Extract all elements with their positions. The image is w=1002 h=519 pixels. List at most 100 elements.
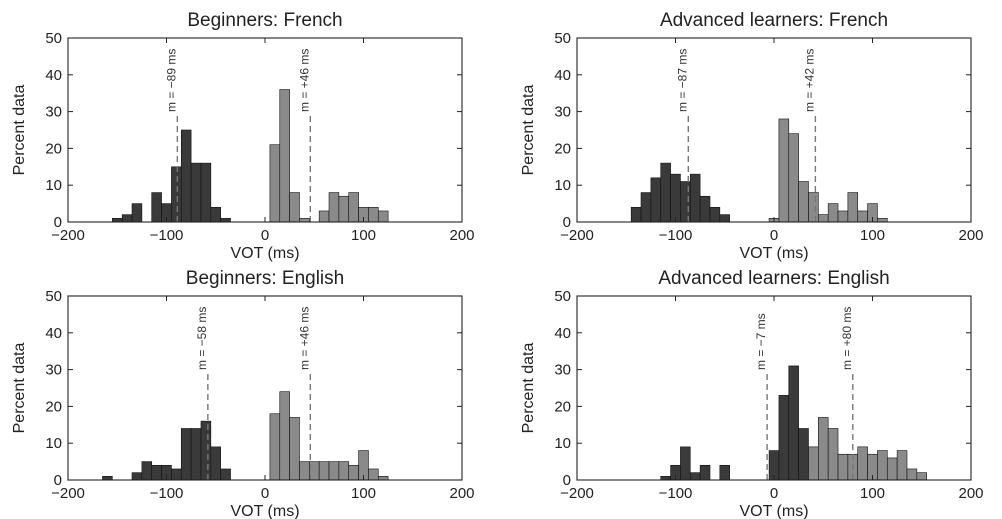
histogram-bar <box>210 446 221 481</box>
chart-panel-2: m = −87 ms m = +42 ms −200 −100 0 100 200 0 10 20… <box>520 10 984 262</box>
histogram-bar <box>377 476 389 481</box>
histogram-bar <box>896 450 908 481</box>
y-tick-label: 30 <box>554 362 571 379</box>
histogram-bar <box>906 468 918 481</box>
histogram-bar <box>338 461 350 481</box>
histogram-bar <box>847 192 859 223</box>
mean-label: m = −7 ms <box>754 313 768 370</box>
plot-frame <box>67 37 463 223</box>
histogram-bar <box>131 472 143 481</box>
plot-frame <box>576 37 972 223</box>
mean-label: m = +46 ms <box>297 307 311 370</box>
histogram-bar <box>299 218 310 223</box>
x-tick-label: −200 <box>51 227 85 244</box>
x-tick-label: 0 <box>261 485 269 502</box>
mean-label: m = +80 ms <box>840 307 854 370</box>
histogram-bar <box>808 446 819 481</box>
histogram-bar <box>709 206 721 223</box>
x-tick-label: 100 <box>351 227 376 244</box>
histogram-bar <box>112 218 123 223</box>
y-tick-label: 0 <box>54 214 62 231</box>
histogram-bar <box>171 166 182 223</box>
y-axis-label: Percent data <box>520 85 537 176</box>
histogram-bar <box>689 173 701 223</box>
histogram-bar <box>318 461 330 481</box>
histogram-bar <box>827 428 839 481</box>
histogram-bar <box>151 464 162 481</box>
y-tick-label: 40 <box>554 67 571 84</box>
chart-panel-1: m = −89 ms m = +46 ms −200 −100 0 100 200 0 10 20… <box>11 10 475 262</box>
y-tick-label: 40 <box>45 325 62 342</box>
x-tick-label: −100 <box>659 485 693 502</box>
histogram-bar <box>121 214 133 223</box>
y-tick-label: 0 <box>54 472 62 489</box>
histogram-bar <box>886 457 898 481</box>
x-tick-label: −100 <box>150 485 184 502</box>
histogram-bar <box>377 210 389 223</box>
y-tick-label: 50 <box>554 30 571 47</box>
histogram-bar <box>877 450 888 481</box>
mean-label: m = −58 ms <box>195 307 209 370</box>
y-tick-label: 10 <box>554 435 571 452</box>
histogram-bar <box>680 446 691 481</box>
mean-label: m = −87 ms <box>675 49 689 112</box>
histogram-bar <box>171 468 182 481</box>
histogram-bar <box>640 192 652 223</box>
x-tick-label: −100 <box>659 227 693 244</box>
x-tick-label: 200 <box>449 485 474 502</box>
histogram-bar <box>279 391 290 481</box>
histogram-bar <box>788 365 799 481</box>
x-tick-label: 0 <box>770 227 778 244</box>
histogram-bar <box>837 210 849 223</box>
histogram-bar <box>719 214 730 223</box>
histogram-bar <box>368 206 379 223</box>
x-axis-label: VOT (ms) <box>739 245 808 262</box>
histogram-bar <box>798 428 809 481</box>
x-tick-label: 200 <box>958 227 983 244</box>
chart-title: Advanced learners: French <box>660 10 888 31</box>
histogram-bar <box>269 413 281 481</box>
x-tick-label: 100 <box>351 485 376 502</box>
histogram-bar <box>200 420 212 481</box>
histogram-bar <box>877 218 888 223</box>
histogram-bar <box>630 206 642 223</box>
histogram-bar <box>328 192 340 223</box>
histogram-bar <box>808 192 819 223</box>
y-tick-label: 30 <box>45 362 62 379</box>
y-tick-label: 30 <box>45 104 62 121</box>
y-tick-label: 10 <box>45 435 62 452</box>
histogram-bar <box>670 173 681 223</box>
histogram-bar <box>151 192 162 223</box>
histogram-bar <box>778 395 790 481</box>
x-tick-label: −200 <box>51 485 85 502</box>
y-tick-label: 0 <box>563 214 571 231</box>
x-axis-label: VOT (ms) <box>739 503 808 519</box>
histogram-bar <box>279 89 290 223</box>
x-tick-label: 0 <box>770 485 778 502</box>
plot-frame <box>67 295 463 481</box>
x-tick-label: −100 <box>150 227 184 244</box>
histogram-bar <box>328 461 340 481</box>
histogram-bar <box>289 417 300 481</box>
histogram-bar <box>778 118 790 223</box>
histogram-bar <box>220 218 231 223</box>
histogram-bar <box>318 210 330 223</box>
y-tick-label: 50 <box>45 288 62 305</box>
y-axis-label: Percent data <box>520 343 537 434</box>
histogram-bar <box>857 446 868 481</box>
histogram-bar <box>141 461 153 481</box>
y-tick-label: 10 <box>554 177 571 194</box>
histogram-bar <box>220 468 231 481</box>
y-tick-label: 20 <box>45 398 62 415</box>
x-tick-label: 100 <box>860 485 885 502</box>
chart-panel-4: m = −7 ms m = +80 ms −200 −100 0 100 200 0 10 20 3… <box>520 268 984 519</box>
histogram-bar <box>368 468 379 481</box>
histogram-bar <box>200 162 212 223</box>
chart-panel-3: m = −58 ms m = +46 ms −200 −100 0 100 200 0 10 20… <box>11 268 475 519</box>
histogram-bar <box>857 210 868 223</box>
x-tick-label: −200 <box>560 485 594 502</box>
histogram-bar <box>916 472 927 481</box>
histogram-bar <box>180 428 192 481</box>
histogram-bar <box>190 428 202 481</box>
